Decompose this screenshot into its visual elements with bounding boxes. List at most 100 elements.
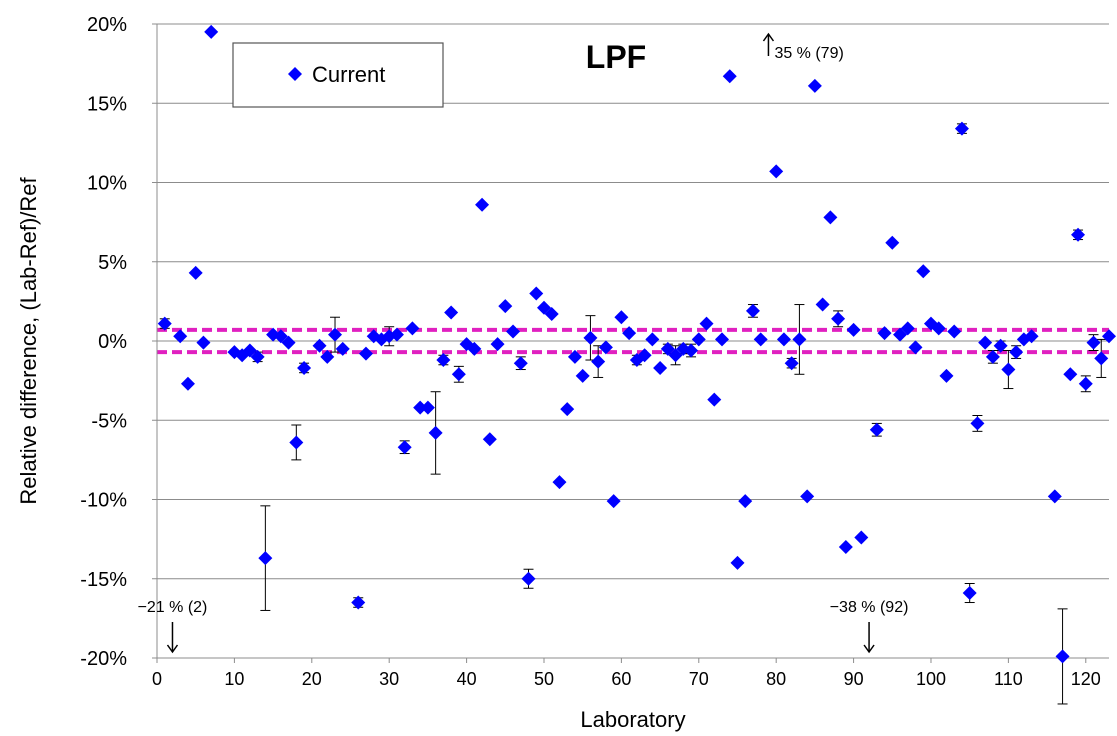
- data-point: [591, 354, 606, 369]
- data-point: [196, 335, 211, 350]
- annotation-label: −21 % (2): [138, 599, 208, 616]
- data-point: [931, 321, 946, 336]
- data-points: [157, 24, 1116, 664]
- annotations: 35 % (79) −21 % (2) −38 % (92): [138, 32, 909, 654]
- y-tick-label: -20%: [80, 648, 127, 670]
- data-point: [815, 297, 830, 312]
- data-point: [1063, 367, 1078, 382]
- data-point: [730, 555, 745, 570]
- data-point: [536, 300, 551, 315]
- data-point: [893, 327, 908, 342]
- data-point: [699, 316, 714, 331]
- data-point: [978, 335, 993, 350]
- data-point: [715, 332, 730, 347]
- data-point: [1078, 376, 1093, 391]
- data-point: [413, 400, 428, 415]
- data-point: [668, 348, 683, 363]
- data-point: [204, 24, 219, 39]
- data-point: [645, 332, 660, 347]
- x-axis-title: Laboratory: [580, 707, 685, 732]
- x-tick-label: 70: [689, 669, 709, 689]
- data-point: [529, 286, 544, 301]
- x-tick-label: 20: [302, 669, 322, 689]
- annotation-label: −38 % (92): [830, 599, 909, 616]
- data-point: [405, 321, 420, 336]
- data-point: [335, 341, 350, 356]
- data-point: [1024, 329, 1039, 344]
- data-point: [1009, 345, 1024, 360]
- data-point: [521, 571, 536, 586]
- y-tick-label: -10%: [80, 490, 127, 512]
- data-point: [970, 416, 985, 431]
- data-point: [180, 376, 195, 391]
- grid: [157, 23, 1109, 659]
- error-bars: [159, 123, 1107, 705]
- data-point: [1055, 649, 1070, 664]
- data-point: [745, 303, 760, 318]
- data-point: [420, 400, 435, 415]
- x-tick-label: 90: [844, 669, 864, 689]
- x-tick-label: 50: [534, 669, 554, 689]
- data-point: [1001, 362, 1016, 377]
- data-point: [281, 335, 296, 350]
- x-tick-label: 120: [1071, 669, 1101, 689]
- data-point: [900, 321, 915, 336]
- data-point: [242, 343, 257, 358]
- data-point: [877, 326, 892, 341]
- data-point: [769, 164, 784, 179]
- data-point: [498, 299, 513, 314]
- data-point: [1094, 351, 1109, 366]
- data-point: [637, 348, 652, 363]
- data-point: [1102, 329, 1116, 344]
- data-point: [575, 368, 590, 383]
- data-point: [854, 530, 869, 545]
- data-point: [482, 432, 497, 447]
- data-point: [389, 327, 404, 342]
- legend-box: [232, 42, 444, 108]
- data-point: [297, 360, 312, 375]
- data-point: [707, 392, 722, 407]
- data-point: [598, 340, 613, 355]
- data-point: [846, 322, 861, 337]
- data-point: [506, 324, 521, 339]
- data-point: [606, 494, 621, 509]
- data-point: [157, 316, 172, 331]
- y-tick-label: 0%: [98, 331, 127, 353]
- data-point: [552, 475, 567, 490]
- data-point: [173, 329, 188, 344]
- data-point: [289, 435, 304, 450]
- x-tick-label: 100: [916, 669, 946, 689]
- data-point: [328, 327, 343, 342]
- data-point: [869, 422, 884, 437]
- data-point: [947, 324, 962, 339]
- data-point: [831, 311, 846, 326]
- data-point: [939, 368, 954, 383]
- data-point: [908, 340, 923, 355]
- data-point: [660, 341, 675, 356]
- data-point: [436, 353, 451, 368]
- data-point: [475, 197, 490, 212]
- x-tick-label: 40: [457, 669, 477, 689]
- data-point: [444, 305, 459, 320]
- data-point: [722, 69, 737, 84]
- data-point: [513, 356, 528, 371]
- x-tick-label: 30: [379, 669, 399, 689]
- legend-label-current: Current: [312, 62, 385, 87]
- data-point: [1071, 227, 1086, 242]
- data-point: [397, 440, 412, 455]
- y-tick-label: 10%: [87, 173, 127, 195]
- data-point: [583, 330, 598, 345]
- data-point: [653, 360, 668, 375]
- data-point: [753, 332, 768, 347]
- annotation-arrowhead: [166, 644, 179, 654]
- data-point: [428, 425, 443, 440]
- reference-lines: [157, 327, 1109, 355]
- data-point: [258, 551, 273, 566]
- data-point: [738, 494, 753, 509]
- y-axis-title: Relative difference, (Lab-Ref)/Ref: [16, 176, 41, 504]
- data-point: [490, 337, 505, 352]
- x-tick-label: 60: [611, 669, 631, 689]
- annotation-arrowhead: [863, 644, 875, 654]
- x-tick-label: 80: [766, 669, 786, 689]
